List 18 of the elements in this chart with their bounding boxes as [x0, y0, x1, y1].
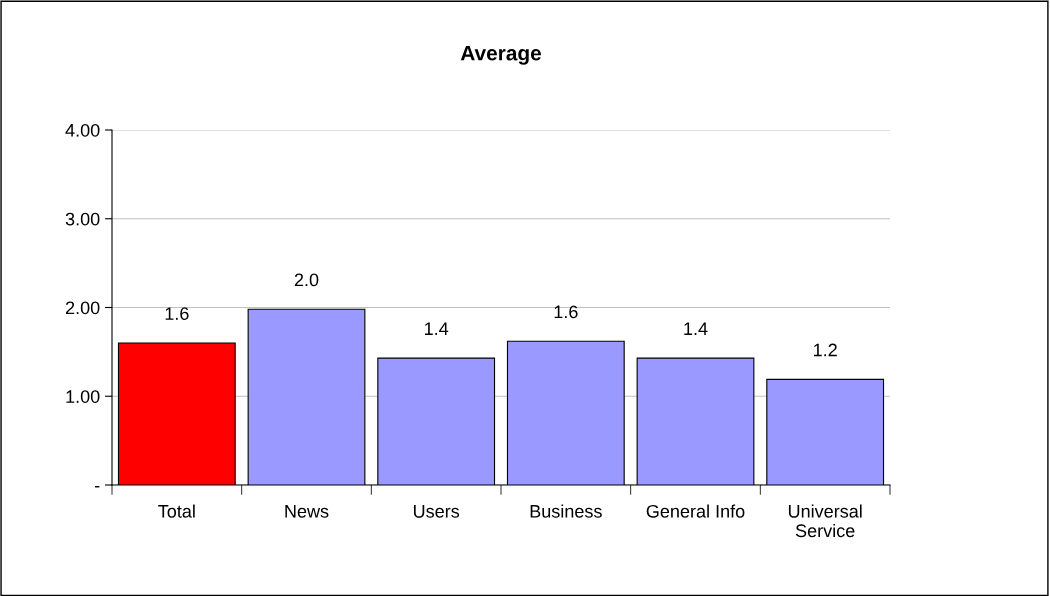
x-tick-label: Universal Service	[788, 504, 862, 538]
x-tick-label: News	[285, 505, 329, 518]
x-tick-label: General Info	[646, 504, 745, 518]
data-label: 1.6	[165, 307, 189, 320]
data-label: 1.4	[424, 322, 449, 335]
data-label: 1.6	[554, 305, 578, 319]
y-tick-label: 4.00	[65, 123, 100, 137]
chart-title: Average	[460, 45, 542, 65]
data-label: 1.2	[813, 343, 837, 357]
y-tick-label: 1.00	[66, 390, 100, 403]
data-label: 1.4	[684, 322, 708, 335]
data-label: 2.0	[294, 273, 319, 287]
x-tick-label: Total	[158, 504, 195, 518]
x-tick-label: Business	[530, 504, 602, 518]
y-tick-label: -	[94, 486, 100, 488]
y-tick-label: 3.00	[65, 212, 100, 226]
x-tick-label: Users	[413, 505, 460, 518]
y-tick-label: 2.00	[65, 301, 100, 315]
